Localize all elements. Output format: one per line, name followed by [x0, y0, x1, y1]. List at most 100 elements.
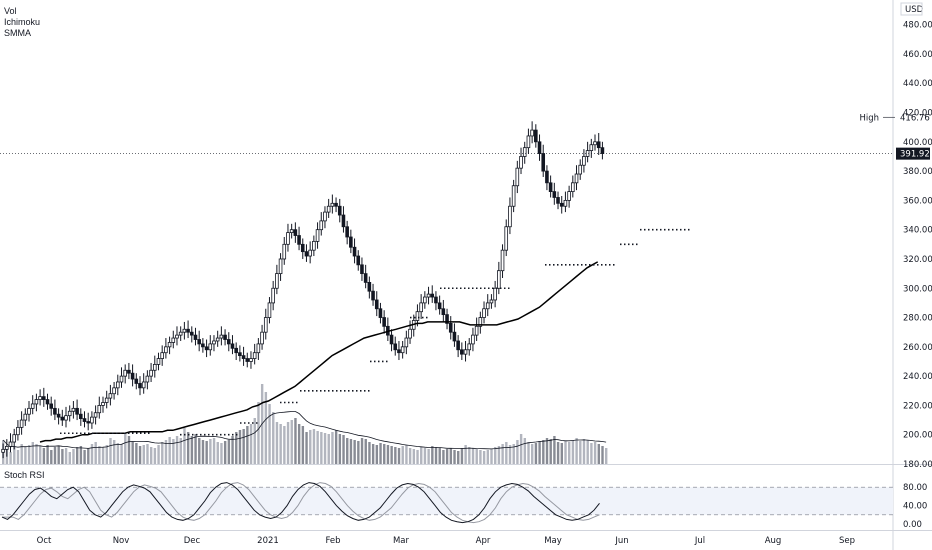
volume-bar	[38, 446, 42, 464]
volume-bar	[194, 434, 197, 464]
volume-bar	[98, 446, 101, 464]
legend-ichimoku[interactable]: Ichimoku	[4, 17, 41, 27]
volume-bar	[479, 450, 482, 464]
candle-body	[367, 281, 372, 292]
time-axis-label: 2021	[257, 536, 279, 546]
legend-vol[interactable]: Vol	[4, 6, 17, 16]
candle-body	[426, 293, 431, 298]
volume-bar	[338, 434, 342, 464]
legend-smma[interactable]: SMMA	[4, 28, 31, 38]
candle-body	[256, 343, 261, 354]
price-tick-label: 460.00	[903, 50, 932, 60]
volume-bar	[579, 441, 582, 464]
volume-bar	[201, 440, 205, 464]
volume-bar	[31, 442, 34, 464]
volume-bar	[568, 442, 571, 464]
volume-bar	[13, 446, 16, 464]
volume-bar	[386, 445, 390, 464]
time-axis-label: Oct	[37, 536, 52, 546]
volume-bar	[242, 429, 245, 464]
candle-body	[104, 397, 109, 403]
candle-body	[374, 299, 379, 310]
volume-bar	[582, 439, 586, 464]
rsi-tick-label: 40.00	[903, 502, 927, 512]
volume-bar	[597, 444, 601, 464]
candle-body	[5, 446, 9, 450]
candle-body	[308, 249, 312, 257]
candle-body	[397, 349, 401, 354]
currency-box	[900, 2, 923, 16]
volume-bar	[42, 448, 46, 464]
volume-bar	[90, 444, 94, 464]
legend-stoch-rsi[interactable]: Stoch RSI	[4, 470, 45, 480]
smma-line	[39, 261, 599, 443]
candle-body	[360, 264, 364, 275]
volume-bar	[364, 439, 367, 464]
volume-bar	[172, 439, 175, 464]
candle-body	[160, 352, 164, 359]
price-tick-label: 260.00	[903, 343, 932, 353]
volume-bar	[105, 445, 108, 464]
candle-body	[115, 381, 120, 389]
time-axis-label: Feb	[325, 536, 340, 546]
price-tick-label: 320.00	[903, 255, 932, 265]
volume-bar	[590, 443, 593, 464]
candle-body	[53, 407, 57, 415]
candle-body	[545, 170, 549, 184]
candle-body	[534, 129, 538, 143]
volume-bar	[516, 440, 519, 464]
candle-body	[182, 328, 187, 333]
volume-bar	[556, 442, 560, 464]
candle-body	[201, 343, 205, 348]
candle-body	[515, 167, 520, 187]
high-label: High	[859, 113, 879, 123]
volume-bar	[412, 449, 416, 464]
candle-body	[408, 328, 412, 339]
candle-body	[64, 415, 68, 421]
candle-body	[82, 418, 87, 422]
volume-bar	[190, 436, 194, 464]
volume-bar	[564, 441, 567, 464]
candle-body	[345, 226, 349, 238]
candle-body	[1, 448, 5, 453]
volume-bar	[231, 436, 234, 464]
candle-body	[430, 293, 435, 298]
volume-ma-line	[2, 411, 607, 450]
candle-body	[23, 413, 28, 421]
candle-body	[467, 343, 472, 351]
candle-body	[249, 358, 253, 362]
volume-bar	[316, 431, 319, 464]
candle-body	[556, 197, 560, 204]
volume-bar	[127, 436, 131, 464]
candle-body	[241, 355, 246, 359]
candle-body	[326, 205, 331, 213]
candle-body	[400, 346, 405, 354]
volume-bar	[427, 449, 430, 464]
volume-bar	[249, 424, 253, 464]
candle-body	[112, 387, 116, 395]
volume-bar	[216, 442, 219, 464]
candle-body	[337, 205, 342, 216]
candle-body	[319, 220, 324, 231]
candle-body	[548, 182, 553, 192]
price-tick-label: 480.00	[903, 21, 932, 31]
time-axis-label: May	[544, 536, 562, 546]
volume-bar	[420, 447, 423, 464]
indicator-legend: Vol Ichimoku SMMA	[4, 6, 40, 39]
volume-bar	[394, 447, 397, 464]
volume-bar	[371, 444, 375, 464]
volume-bar	[305, 432, 308, 464]
volume-bar	[531, 444, 534, 464]
volume-bar	[423, 448, 427, 464]
candle-body	[363, 273, 368, 283]
price-tick-label: 420.00	[903, 109, 932, 119]
candle-body	[16, 426, 20, 436]
candle-body	[286, 232, 290, 245]
candle-body	[482, 308, 486, 318]
volume-bar	[431, 446, 434, 464]
candle-body	[393, 343, 398, 351]
volume-bar	[553, 436, 556, 464]
candle-body	[238, 352, 242, 357]
candle-body	[478, 317, 483, 327]
